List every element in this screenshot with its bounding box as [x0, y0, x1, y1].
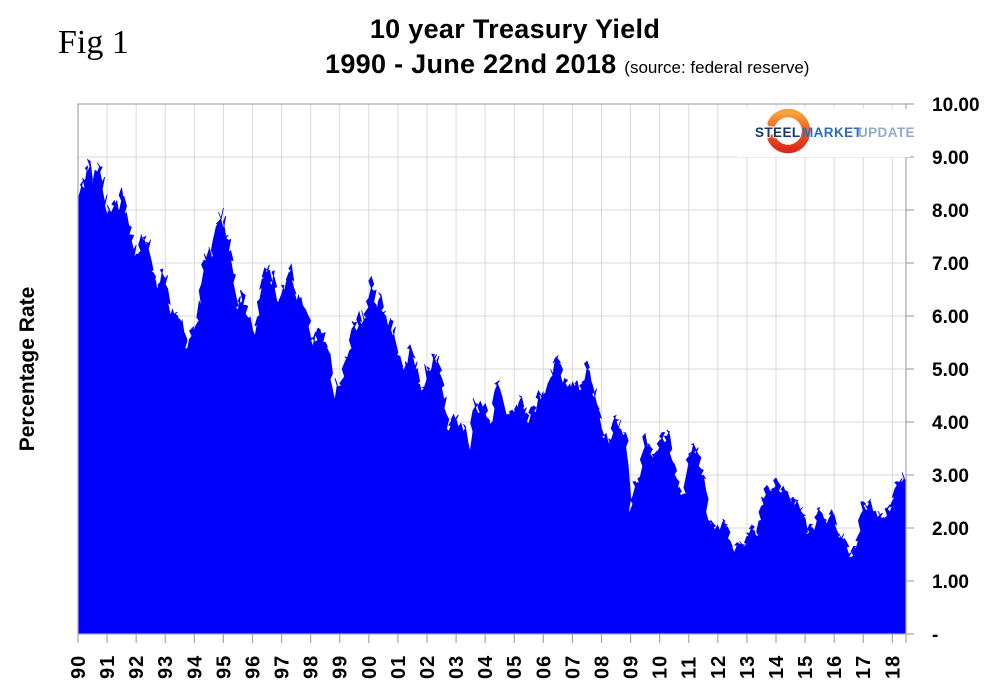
x-tick-label: 01 — [388, 655, 410, 679]
x-tick-label: 07 — [562, 655, 584, 679]
x-tick-label: 14 — [766, 655, 788, 679]
y-axis-title: Percentage Rate — [16, 287, 39, 452]
x-tick-label: 92 — [126, 655, 148, 679]
x-tick-label: 93 — [155, 655, 177, 679]
x-tick-label: 16 — [824, 655, 846, 679]
x-tick-label: 17 — [853, 655, 875, 679]
logo-word-steel: STEEL — [755, 125, 801, 140]
axis-ticks — [77, 103, 914, 643]
y-tick-label: 5.00 — [932, 360, 969, 381]
chart-title-line1: 10 year Treasury Yield — [369, 14, 661, 44]
chart-title-line2: 1990 - June 22nd 2018 (source: federal r… — [325, 49, 809, 80]
logo-word-update: UPDATE — [858, 125, 915, 140]
x-tick-label: 13 — [737, 655, 759, 679]
x-tick-label: 11 — [679, 656, 701, 679]
x-tick-label: 97 — [272, 655, 294, 679]
y-tick-label: 1.00 — [932, 572, 969, 593]
source-note: (source: federal reserve) — [624, 58, 810, 77]
x-tick-label: 99 — [330, 655, 352, 679]
x-tick-label: 91 — [97, 655, 119, 679]
y-tick-label: 6.00 — [932, 307, 969, 328]
x-tick-label: 05 — [504, 655, 526, 679]
x-tick-label: 08 — [591, 655, 613, 679]
x-tick-label: 06 — [533, 655, 555, 679]
y-tick-label: 9.00 — [932, 148, 969, 169]
yield-area-series — [77, 158, 908, 635]
x-tick-label: 04 — [475, 655, 497, 679]
steel-market-update-logo: STEEL MARKET UPDATE — [738, 109, 915, 157]
y-tick-label: 4.00 — [932, 413, 969, 434]
y-tick-label: - — [932, 625, 938, 646]
x-tick-label: 10 — [650, 655, 672, 679]
y-tick-label: 7.00 — [932, 254, 969, 275]
x-tick-label: 15 — [795, 655, 817, 679]
logo-crescent-icon — [767, 109, 811, 154]
x-tick-label: 95 — [213, 655, 235, 679]
x-tick-label: 90 — [68, 655, 90, 679]
y-tick-label: 3.00 — [932, 466, 969, 487]
figure-label: Fig 1 — [58, 24, 129, 61]
logo-word-market: MARKET — [802, 125, 863, 140]
x-tick-label: 18 — [882, 655, 904, 679]
x-tick-label: 94 — [184, 655, 206, 679]
x-tick-label: 03 — [446, 655, 468, 679]
y-tick-label: 10.00 — [932, 95, 980, 116]
x-tick-label: 02 — [417, 655, 439, 679]
x-tick-label: 00 — [359, 655, 381, 679]
x-tick-label: 96 — [242, 655, 264, 679]
x-tick-label: 98 — [301, 655, 323, 679]
y-tick-label: 2.00 — [932, 519, 969, 540]
x-tick-label: 12 — [708, 655, 730, 679]
y-tick-label: 8.00 — [932, 201, 969, 222]
chart-subtitle-dates: 1990 - June 22nd 2018 — [325, 49, 617, 79]
x-tick-label: 09 — [621, 655, 643, 679]
